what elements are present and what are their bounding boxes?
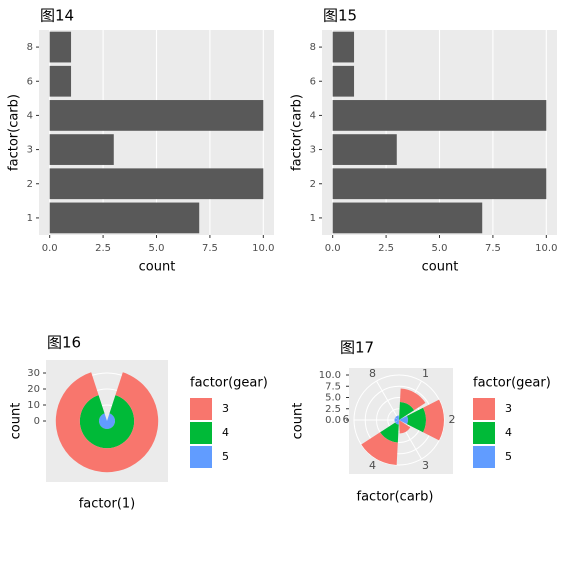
x-tick-label: 10.0: [535, 243, 557, 254]
x-tick-label: 4: [369, 459, 376, 472]
x-tick-label: 6: [343, 413, 350, 426]
legend-key: [190, 398, 212, 420]
y-axis-label: count: [291, 403, 306, 440]
legend-label: 4: [222, 426, 229, 439]
x-tick-label: 2: [449, 413, 456, 426]
x-tick-label: 10.0: [252, 243, 274, 254]
x-axis-label: count: [139, 260, 176, 275]
bar-segment: [361, 432, 398, 465]
bar-segment: [399, 388, 426, 411]
y-tick-label: 0.0: [325, 415, 341, 426]
y-tick-label: 5.0: [325, 393, 341, 404]
legend-key: [473, 422, 495, 444]
bar-segment: [399, 415, 408, 425]
legend-title: factor(gear): [473, 376, 551, 391]
legend-label: 4: [505, 426, 512, 439]
y-tick-label: 8: [27, 42, 33, 53]
legend-key: [473, 446, 495, 468]
bar: [332, 31, 355, 63]
chart-title: 图15: [323, 7, 357, 25]
x-tick-label: 7.5: [202, 243, 218, 254]
y-tick-label: 2: [27, 179, 33, 190]
legend-label: 5: [505, 450, 512, 463]
bar: [49, 31, 72, 63]
y-axis-label: factor(carb): [290, 94, 305, 171]
x-tick-label: 7.5: [485, 243, 501, 254]
x-axis-label: factor(carb): [357, 490, 434, 505]
bar-segment: [423, 399, 445, 441]
y-tick-label: 2: [310, 179, 316, 190]
chart-title: 图16: [47, 334, 81, 352]
bar-segment: [399, 402, 415, 420]
x-tick-label: 0.0: [325, 243, 341, 254]
y-axis-label: factor(carb): [7, 94, 22, 171]
y-axis-label: count: [9, 403, 24, 440]
x-tick-label: 5.0: [149, 243, 165, 254]
y-tick-label: 7.5: [325, 381, 341, 392]
bar: [49, 65, 72, 97]
grid-spoke: [376, 380, 400, 421]
bar: [332, 134, 397, 165]
y-tick-label: 3: [27, 145, 33, 156]
x-tick-label: 3: [422, 459, 429, 472]
bar-segment: [55, 372, 159, 473]
bar: [49, 134, 114, 165]
y-tick-label: 30: [27, 368, 40, 379]
x-axis-label: factor(1): [79, 497, 136, 512]
y-tick-label: 4: [27, 110, 33, 121]
bar-segment: [79, 395, 135, 449]
y-tick-label: 10: [27, 400, 40, 411]
bar-segment: [99, 413, 116, 429]
x-tick-label: 2.5: [378, 243, 394, 254]
y-tick-label: 6: [27, 76, 33, 87]
bar: [332, 168, 547, 200]
y-tick-label: 6: [310, 76, 316, 87]
bar: [332, 65, 355, 97]
legend-key: [473, 398, 495, 420]
legend-title: factor(gear): [190, 376, 268, 391]
legend-key: [190, 422, 212, 444]
x-tick-label: 0.0: [42, 243, 58, 254]
bar: [49, 168, 264, 200]
bar-segment: [395, 415, 399, 420]
x-tick-label: 1: [422, 367, 429, 380]
bar-segment: [380, 422, 399, 443]
chart-title: 图14: [40, 7, 74, 25]
y-tick-label: 1: [310, 213, 316, 224]
y-tick-label: 2.5: [325, 404, 341, 415]
bar-segment: [407, 407, 426, 433]
bar-segment: [399, 420, 411, 434]
y-tick-label: 8: [310, 42, 316, 53]
y-tick-label: 3: [310, 145, 316, 156]
bar: [49, 202, 200, 234]
legend-key: [190, 446, 212, 468]
legend-label: 3: [505, 402, 512, 415]
y-tick-label: 0: [34, 416, 40, 427]
bar: [332, 202, 483, 234]
y-tick-label: 10.0: [319, 370, 341, 381]
bar-segment: [395, 420, 399, 425]
chart-title: 图17: [340, 339, 374, 357]
x-axis-label: count: [422, 260, 459, 275]
x-tick-label: 5.0: [432, 243, 448, 254]
y-tick-label: 4: [310, 110, 316, 121]
bar: [332, 100, 547, 131]
legend-label: 3: [222, 402, 229, 415]
y-tick-label: 20: [27, 384, 40, 395]
y-tick-label: 1: [27, 213, 33, 224]
legend-label: 5: [222, 450, 229, 463]
x-tick-label: 2.5: [95, 243, 111, 254]
bar-segment: [394, 417, 399, 423]
x-tick-label: 8: [369, 367, 376, 380]
bar: [49, 100, 264, 131]
